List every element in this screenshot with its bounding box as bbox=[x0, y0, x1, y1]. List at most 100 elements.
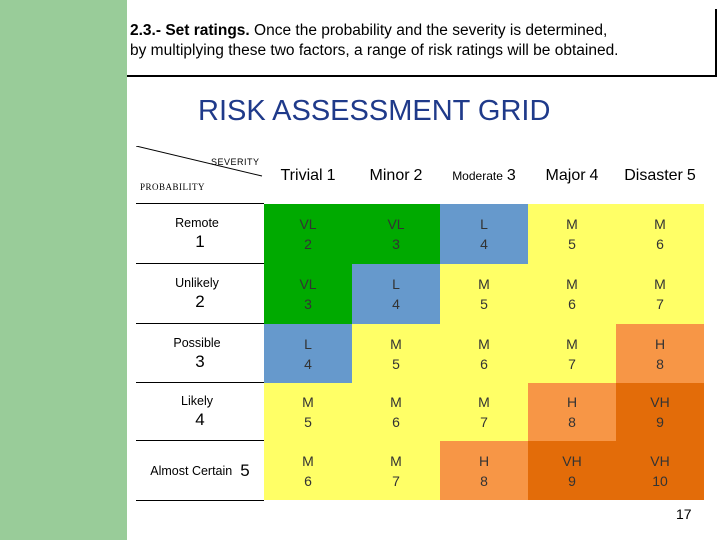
risk-score: 8 bbox=[568, 414, 576, 430]
risk-level: M bbox=[566, 335, 578, 352]
risk-score: 2 bbox=[304, 236, 312, 252]
header-line-1-rest: Once the probability and the severity is… bbox=[249, 22, 608, 39]
row-header-name: Unlikely bbox=[175, 276, 219, 290]
column-header-name: Moderate bbox=[452, 169, 503, 183]
risk-cell: VL 3 bbox=[264, 264, 352, 324]
column-header-4: Disaster 5 bbox=[616, 160, 704, 192]
risk-level: M bbox=[390, 335, 402, 352]
column-header-number: 3 bbox=[506, 167, 516, 184]
risk-level: L bbox=[392, 276, 400, 292]
risk-score: 7 bbox=[656, 296, 664, 312]
risk-score: 4 bbox=[480, 236, 488, 252]
risk-cell: VL 3 bbox=[352, 204, 440, 264]
row-header-number: 1 bbox=[195, 232, 205, 251]
risk-score: 4 bbox=[304, 355, 312, 372]
severity-axis-label: SEVERITY bbox=[211, 157, 260, 167]
row-header-2: Possible 3 bbox=[136, 324, 264, 383]
risk-score: 8 bbox=[656, 355, 664, 372]
row-header-name: Likely bbox=[181, 394, 213, 408]
risk-cell: VH 9 bbox=[616, 383, 704, 441]
page-number: 17 bbox=[676, 506, 692, 522]
column-header-1: Minor 2 bbox=[352, 160, 440, 192]
risk-cell: VH 9 bbox=[528, 441, 616, 500]
risk-score: 9 bbox=[656, 414, 664, 430]
column-header-number: 4 bbox=[589, 167, 599, 184]
risk-cell: VH 10 bbox=[616, 441, 704, 500]
risk-score: 5 bbox=[304, 414, 312, 430]
risk-level: H bbox=[654, 335, 666, 352]
risk-score: 3 bbox=[392, 236, 400, 252]
risk-level: M bbox=[654, 276, 666, 292]
side-accent-bar bbox=[0, 0, 127, 540]
risk-score: 5 bbox=[568, 236, 576, 252]
row-header-number: 3 bbox=[195, 351, 205, 371]
row-header-4: Almost Certain 5 bbox=[136, 441, 264, 500]
risk-score: 8 bbox=[480, 472, 488, 489]
row-header-number: 5 bbox=[240, 460, 250, 480]
column-header-3: Major 4 bbox=[528, 160, 616, 192]
header-bold-lead: 2.3.- Set ratings. bbox=[130, 22, 250, 39]
risk-level: VL bbox=[299, 216, 317, 232]
risk-level: M bbox=[302, 452, 314, 469]
risk-cell: VL 2 bbox=[264, 204, 352, 264]
risk-level: M bbox=[654, 216, 666, 232]
risk-score: 7 bbox=[568, 355, 576, 372]
risk-level: VH bbox=[650, 394, 670, 410]
column-header-2: Moderate 3 bbox=[440, 160, 528, 192]
column-header-name: Trivial bbox=[280, 167, 323, 184]
row-separator bbox=[136, 263, 264, 264]
risk-level: VL bbox=[387, 216, 405, 232]
column-header-name: Major bbox=[545, 167, 586, 184]
header-line-2: by multiplying these two factors, a rang… bbox=[130, 42, 619, 59]
row-header-0: Remote 1 bbox=[136, 204, 264, 264]
risk-score: 7 bbox=[392, 472, 400, 489]
column-header-number: 2 bbox=[413, 167, 423, 184]
page-title: RISK ASSESSMENT GRID bbox=[198, 95, 551, 127]
row-header-3: Likely 4 bbox=[136, 383, 264, 441]
column-header-number: 5 bbox=[686, 167, 696, 184]
row-header-1: Unlikely 2 bbox=[136, 264, 264, 324]
risk-score: 3 bbox=[304, 296, 312, 312]
corner-diagonal bbox=[136, 146, 263, 177]
probability-axis-label: PROBABILITY bbox=[140, 182, 206, 192]
risk-score: 6 bbox=[304, 472, 312, 489]
risk-score: 5 bbox=[480, 296, 488, 312]
risk-score: 6 bbox=[480, 355, 488, 372]
risk-level: M bbox=[478, 335, 490, 352]
risk-level: L bbox=[480, 216, 488, 232]
header-box: 2.3.- Set ratings. Once the probability … bbox=[127, 9, 717, 77]
risk-score: 6 bbox=[656, 236, 664, 252]
column-header-name: Minor bbox=[369, 167, 410, 184]
row-separator bbox=[136, 203, 264, 204]
risk-level: H bbox=[478, 452, 490, 469]
risk-score: 6 bbox=[568, 296, 576, 312]
column-header-0: Trivial 1 bbox=[264, 160, 352, 192]
row-separator bbox=[136, 440, 264, 441]
risk-score: 4 bbox=[392, 296, 400, 312]
risk-level: VH bbox=[650, 452, 670, 469]
row-separator bbox=[136, 382, 264, 383]
risk-score: 10 bbox=[652, 472, 668, 489]
column-header-name: Disaster bbox=[624, 167, 683, 184]
risk-level: M bbox=[390, 452, 402, 469]
risk-level: M bbox=[390, 394, 402, 410]
risk-level: H bbox=[566, 394, 578, 410]
risk-level: VH bbox=[562, 452, 582, 469]
